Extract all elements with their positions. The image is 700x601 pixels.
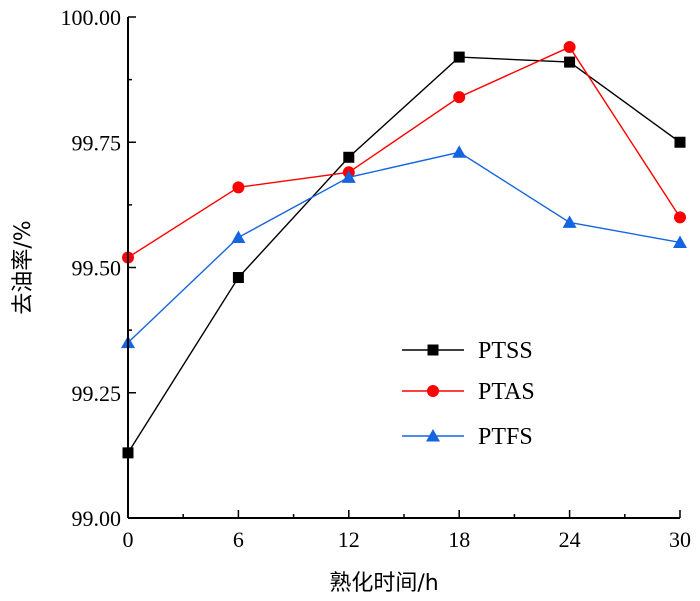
data-point-ptfs	[231, 230, 246, 243]
x-tick-label: 24	[559, 527, 581, 552]
x-tick-label: 12	[338, 527, 360, 552]
y-tick-label: 100.00	[61, 5, 122, 30]
axes: 99.00 99.25 99.50 99.75 100.00 0 6 12 18 24 30	[61, 5, 692, 552]
data-point-ptfs	[673, 235, 687, 248]
series-ptas	[122, 41, 686, 264]
legend-marker	[427, 344, 439, 356]
x-axis-title: 熟化时间/h	[329, 571, 438, 596]
data-point-ptas	[232, 181, 245, 194]
data-point-ptss	[453, 51, 465, 63]
legend-label: PTAS	[478, 379, 535, 405]
y-tick-label: 99.50	[72, 256, 122, 281]
series-ptss	[122, 51, 686, 459]
legend-item-ptss: PTSS	[402, 338, 533, 364]
series-line-ptfs	[127, 151, 681, 344]
y-tick-label: 99.75	[72, 130, 122, 155]
legend-label: PTFS	[478, 424, 533, 450]
legend-item-ptas: PTAS	[402, 379, 535, 405]
legend-marker	[426, 429, 440, 442]
plot-area	[121, 41, 687, 459]
x-tick-label: 6	[233, 527, 244, 552]
series-line-ptas	[127, 46, 681, 259]
data-point-ptss	[564, 56, 576, 68]
x-tick-label: 18	[448, 527, 470, 552]
legend-item-ptfs: PTFS	[402, 424, 533, 450]
data-point-ptfs	[341, 170, 356, 183]
data-point-ptss	[674, 136, 686, 148]
data-point-ptss	[343, 151, 355, 163]
data-point-ptfs	[562, 215, 577, 228]
data-point-ptss	[232, 272, 244, 284]
data-point-ptfs	[452, 145, 467, 158]
y-tick-label: 99.00	[72, 506, 122, 531]
data-point-ptas	[674, 211, 686, 224]
series-line-ptss	[127, 56, 681, 454]
y-axis-title: 去油率/%	[11, 220, 36, 314]
legend: PTSS PTAS PTFS	[402, 338, 535, 450]
data-point-ptas	[563, 41, 576, 54]
x-tick-label: 30	[669, 527, 691, 552]
legend-marker	[427, 385, 439, 397]
x-tick-label: 0	[123, 527, 134, 552]
legend-label: PTSS	[478, 338, 533, 364]
series-ptfs	[121, 145, 687, 349]
data-point-ptas	[453, 91, 466, 104]
y-tick-label: 99.25	[72, 381, 122, 406]
